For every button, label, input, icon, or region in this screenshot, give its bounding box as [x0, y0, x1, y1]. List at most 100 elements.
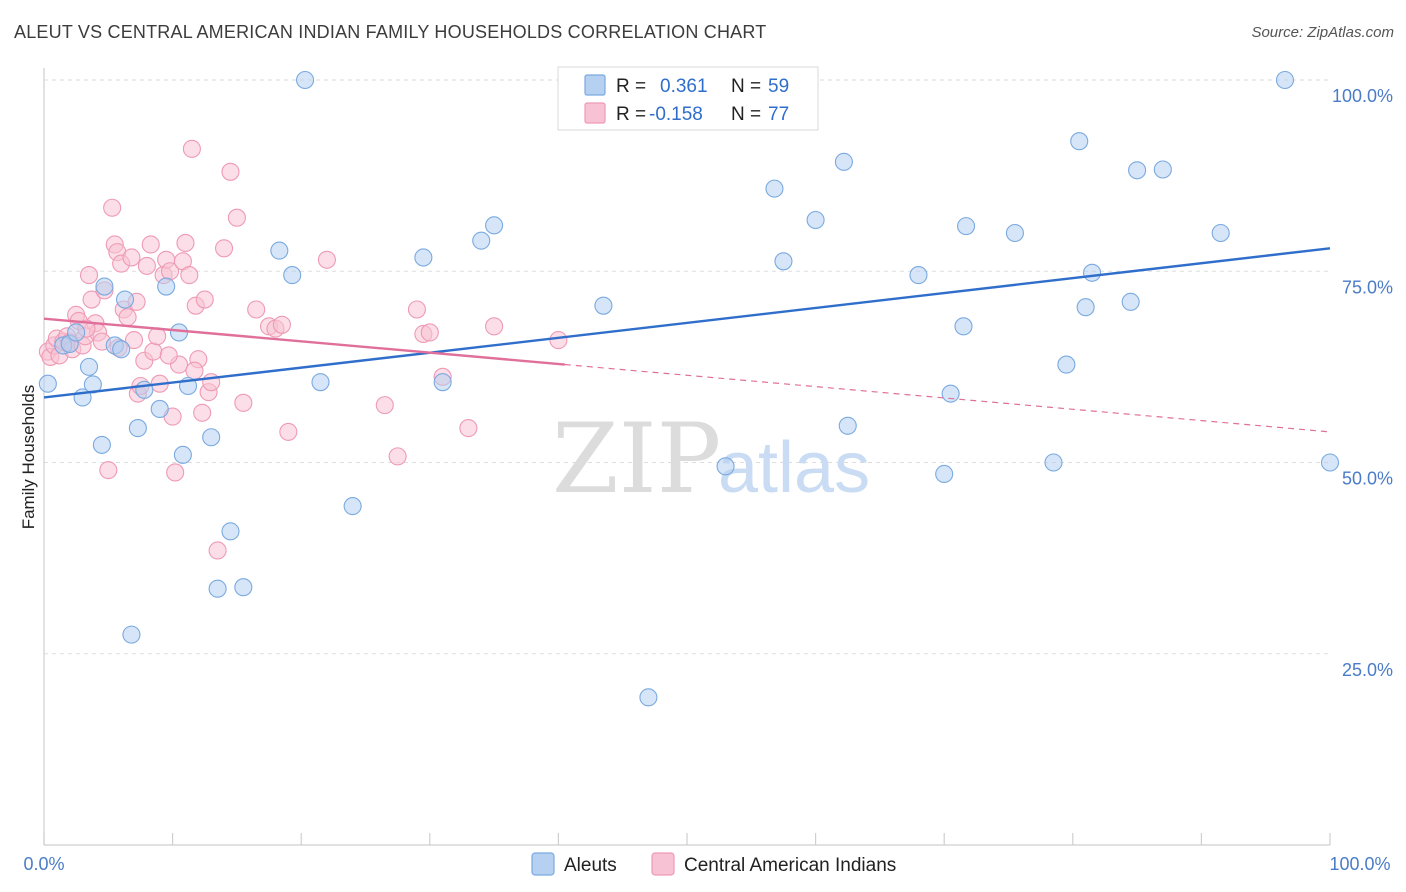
- central-american-indians-point-32[interactable]: [141, 235, 160, 254]
- aleuts-point-15[interactable]: [150, 399, 169, 419]
- central-american-indians-point-56[interactable]: [234, 393, 253, 412]
- central-american-indians-point-27[interactable]: [124, 331, 144, 350]
- aleuts-point-34[interactable]: [639, 688, 658, 707]
- legend-label-central-american-indians[interactable]: Central American Indians: [684, 855, 896, 876]
- aleuts-point-52[interactable]: [1083, 263, 1102, 282]
- central-american-indians-point-57[interactable]: [247, 300, 266, 319]
- legend-swatch-central-american-indians[interactable]: [651, 852, 675, 876]
- central-american-indians-point-54[interactable]: [221, 162, 240, 181]
- stats-legend-r-label-aleuts: R =: [616, 76, 646, 97]
- aleuts-point-40[interactable]: [834, 152, 853, 171]
- aleuts-point-13[interactable]: [128, 419, 147, 438]
- x-ticks: [43, 833, 1331, 845]
- aleuts-point-23[interactable]: [234, 578, 253, 597]
- central-american-indians-point-45[interactable]: [182, 139, 201, 158]
- central-american-indians-point-48[interactable]: [193, 403, 212, 422]
- aleuts-point-45[interactable]: [954, 317, 973, 336]
- central-american-indians-point-52[interactable]: [208, 541, 227, 560]
- aleuts-point-39[interactable]: [806, 210, 825, 230]
- aleuts-point-14[interactable]: [135, 380, 154, 399]
- stats-legend-r-label-central-american-indians: R =: [616, 104, 646, 125]
- aleuts-point-41[interactable]: [838, 416, 857, 435]
- aleuts-point-55[interactable]: [1153, 160, 1172, 179]
- aleuts-point-20[interactable]: [202, 428, 221, 447]
- y-axis-label: Family Households: [19, 385, 38, 530]
- aleuts-point-28[interactable]: [343, 497, 362, 516]
- central-american-indians-point-49[interactable]: [195, 290, 214, 309]
- trend-lines: [43, 247, 1331, 433]
- central-american-indians-point-75[interactable]: [159, 346, 178, 365]
- stats-legend-n-value-central-american-indians: 77: [768, 104, 789, 125]
- aleuts-point-37[interactable]: [765, 179, 784, 198]
- central-american-indians-point-65[interactable]: [407, 300, 426, 319]
- aleuts-point-18[interactable]: [173, 445, 192, 464]
- central-american-indians-point-44[interactable]: [180, 266, 199, 285]
- aleuts-point-26[interactable]: [296, 70, 315, 90]
- y-tick-label-75: 75.0%: [1342, 277, 1393, 297]
- central-american-indians-point-43[interactable]: [176, 233, 195, 252]
- aleuts-point-54[interactable]: [1128, 161, 1147, 180]
- aleuts-point-3[interactable]: [67, 323, 86, 342]
- central-american-indians-point-60[interactable]: [272, 315, 291, 334]
- legend-swatch-aleuts[interactable]: [531, 852, 555, 876]
- central-american-indians-point-19[interactable]: [99, 461, 118, 480]
- aleuts-point-24[interactable]: [270, 241, 289, 260]
- y-tick-label-25: 25.0%: [1342, 660, 1393, 680]
- aleuts-point-42[interactable]: [909, 266, 928, 285]
- aleuts-point-29[interactable]: [414, 248, 433, 267]
- aleuts-point-38[interactable]: [774, 252, 793, 271]
- central-american-indians-point-20[interactable]: [103, 198, 122, 217]
- aleuts-point-30[interactable]: [433, 373, 452, 392]
- central-american-indians-point-14[interactable]: [82, 290, 101, 309]
- aleuts-point-21[interactable]: [208, 579, 227, 598]
- aleuts-point-43[interactable]: [935, 464, 954, 484]
- aleuts-point-16[interactable]: [157, 277, 176, 296]
- aleuts-point-50[interactable]: [1070, 132, 1089, 151]
- aleuts-point-53[interactable]: [1121, 292, 1140, 311]
- aleuts-point-10[interactable]: [112, 340, 131, 359]
- central-american-indians-point-70[interactable]: [485, 317, 504, 336]
- aleuts-point-35[interactable]: [716, 457, 735, 476]
- aleuts-point-32[interactable]: [485, 216, 504, 235]
- central-american-indians-point-62[interactable]: [317, 250, 336, 269]
- central-american-indians-point-61[interactable]: [279, 422, 298, 441]
- legend-label-aleuts[interactable]: Aleuts: [564, 855, 617, 876]
- central-american-indians-point-33[interactable]: [144, 342, 163, 361]
- central-american-indians-point-40[interactable]: [166, 463, 185, 482]
- central-american-indians-point-67[interactable]: [420, 323, 439, 342]
- aleuts-point-56[interactable]: [1211, 223, 1230, 243]
- aleuts-point-33[interactable]: [594, 296, 613, 315]
- aleuts-point-27[interactable]: [311, 373, 330, 392]
- aleuts-point-49[interactable]: [1057, 355, 1076, 374]
- aleuts-point-7[interactable]: [92, 435, 111, 454]
- aleuts-point-0[interactable]: [38, 374, 57, 393]
- aleuts-point-58[interactable]: [1320, 453, 1340, 472]
- aleuts-point-47[interactable]: [1005, 223, 1024, 243]
- central-american-indians-point-64[interactable]: [388, 447, 407, 466]
- aleuts-point-57[interactable]: [1275, 70, 1295, 90]
- central-american-indians-point-31[interactable]: [137, 256, 156, 275]
- central-american-indians-point-76[interactable]: [185, 361, 204, 380]
- aleuts-point-12[interactable]: [122, 625, 141, 644]
- aleuts-point-11[interactable]: [115, 290, 135, 309]
- aleuts-point-44[interactable]: [941, 384, 960, 403]
- aleuts-point-48[interactable]: [1044, 453, 1063, 472]
- central-american-indians-point-63[interactable]: [375, 396, 394, 415]
- aleuts-point-25[interactable]: [283, 266, 302, 285]
- central-american-indians-point-26[interactable]: [122, 248, 141, 267]
- central-american-indians-point-71[interactable]: [549, 331, 568, 350]
- aleuts-point-8[interactable]: [95, 277, 114, 296]
- aleuts-point-31[interactable]: [472, 231, 491, 250]
- central-american-indians-point-69[interactable]: [459, 419, 478, 438]
- y-tick-labels: 25.0% 50.0% 75.0% 100.0%: [1332, 86, 1393, 680]
- aleuts-point-46[interactable]: [957, 217, 976, 236]
- central-american-indians-point-25[interactable]: [118, 308, 137, 327]
- aleuts-point-51[interactable]: [1076, 298, 1095, 317]
- central-american-indians-point-53[interactable]: [214, 239, 234, 258]
- aleuts-point-22[interactable]: [221, 522, 240, 541]
- aleuts-point-17[interactable]: [169, 323, 189, 342]
- watermark-zip: ZIP: [552, 403, 721, 515]
- central-american-indians-point-13[interactable]: [79, 266, 99, 285]
- aleuts-point-5[interactable]: [79, 357, 99, 376]
- central-american-indians-point-55[interactable]: [227, 208, 246, 227]
